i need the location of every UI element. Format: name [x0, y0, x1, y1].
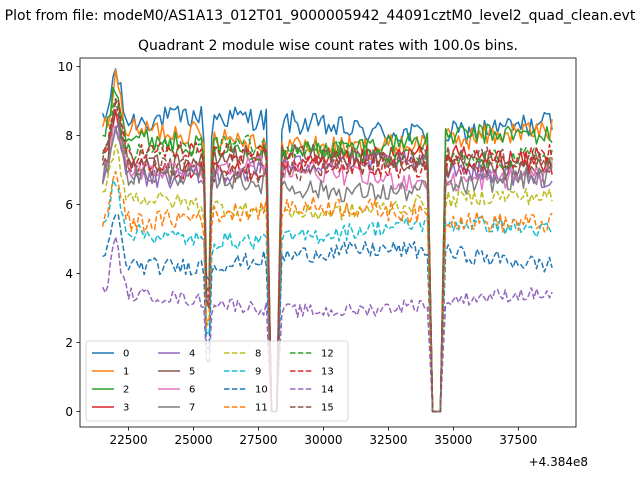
- chart-title: Quadrant 2 module wise count rates with …: [138, 38, 518, 54]
- legend-label-8: 8: [255, 349, 261, 360]
- legend-label-14: 14: [321, 385, 334, 396]
- series-line-3: [102, 109, 553, 413]
- y-tick-label: 8: [65, 129, 73, 143]
- series-line-6: [101, 126, 553, 413]
- legend-label-9: 9: [255, 367, 261, 378]
- series-line-14: [101, 236, 553, 413]
- legend-label-10: 10: [255, 385, 268, 396]
- series-line-11: [101, 170, 553, 413]
- series-line-10: [102, 213, 553, 413]
- y-tick-label: 2: [65, 336, 73, 350]
- y-tick-label: 0: [65, 405, 73, 419]
- x-tick-label: 22500: [109, 433, 147, 447]
- figure-suptitle: Plot from file: modeM0/AS1A13_012T01_900…: [5, 8, 636, 24]
- legend-box: [85, 340, 349, 422]
- x-tick-label: 37500: [499, 433, 537, 447]
- legend-label-1: 1: [123, 367, 129, 378]
- y-tick-label: 10: [58, 60, 73, 74]
- series-line-12: [101, 97, 553, 413]
- legend-label-6: 6: [189, 385, 195, 396]
- x-tick-label: 30000: [304, 433, 342, 447]
- legend-label-12: 12: [321, 349, 334, 360]
- legend-label-4: 4: [189, 349, 195, 360]
- series-line-8: [102, 143, 553, 413]
- series-line-13: [102, 99, 553, 413]
- legend-label-11: 11: [255, 403, 268, 414]
- series-line-15: [101, 98, 553, 413]
- legend-label-0: 0: [123, 349, 129, 360]
- legend-label-2: 2: [123, 385, 129, 396]
- y-tick-label: 6: [65, 198, 73, 212]
- legend-label-13: 13: [321, 367, 334, 378]
- x-tick-label: 35000: [434, 433, 472, 447]
- x-tick-label: 25000: [174, 433, 212, 447]
- legend-label-3: 3: [123, 403, 129, 414]
- series-line-7: [101, 125, 553, 413]
- x-tick-label: 27500: [239, 433, 277, 447]
- y-tick-label: 4: [65, 267, 73, 281]
- legend-label-5: 5: [189, 367, 195, 378]
- series-line-9: [102, 179, 553, 413]
- plot-area: [101, 68, 553, 413]
- legend-label-15: 15: [321, 403, 334, 414]
- axes-frame: [79, 57, 577, 428]
- legend-label-7: 7: [189, 403, 195, 414]
- x-axis-offset-label: +4.384e8: [529, 455, 588, 469]
- x-tick-label: 32500: [369, 433, 407, 447]
- axes: 22500 25000 27500 30000 32500 35000 37500 0 2 4 6 8…: [58, 57, 577, 447]
